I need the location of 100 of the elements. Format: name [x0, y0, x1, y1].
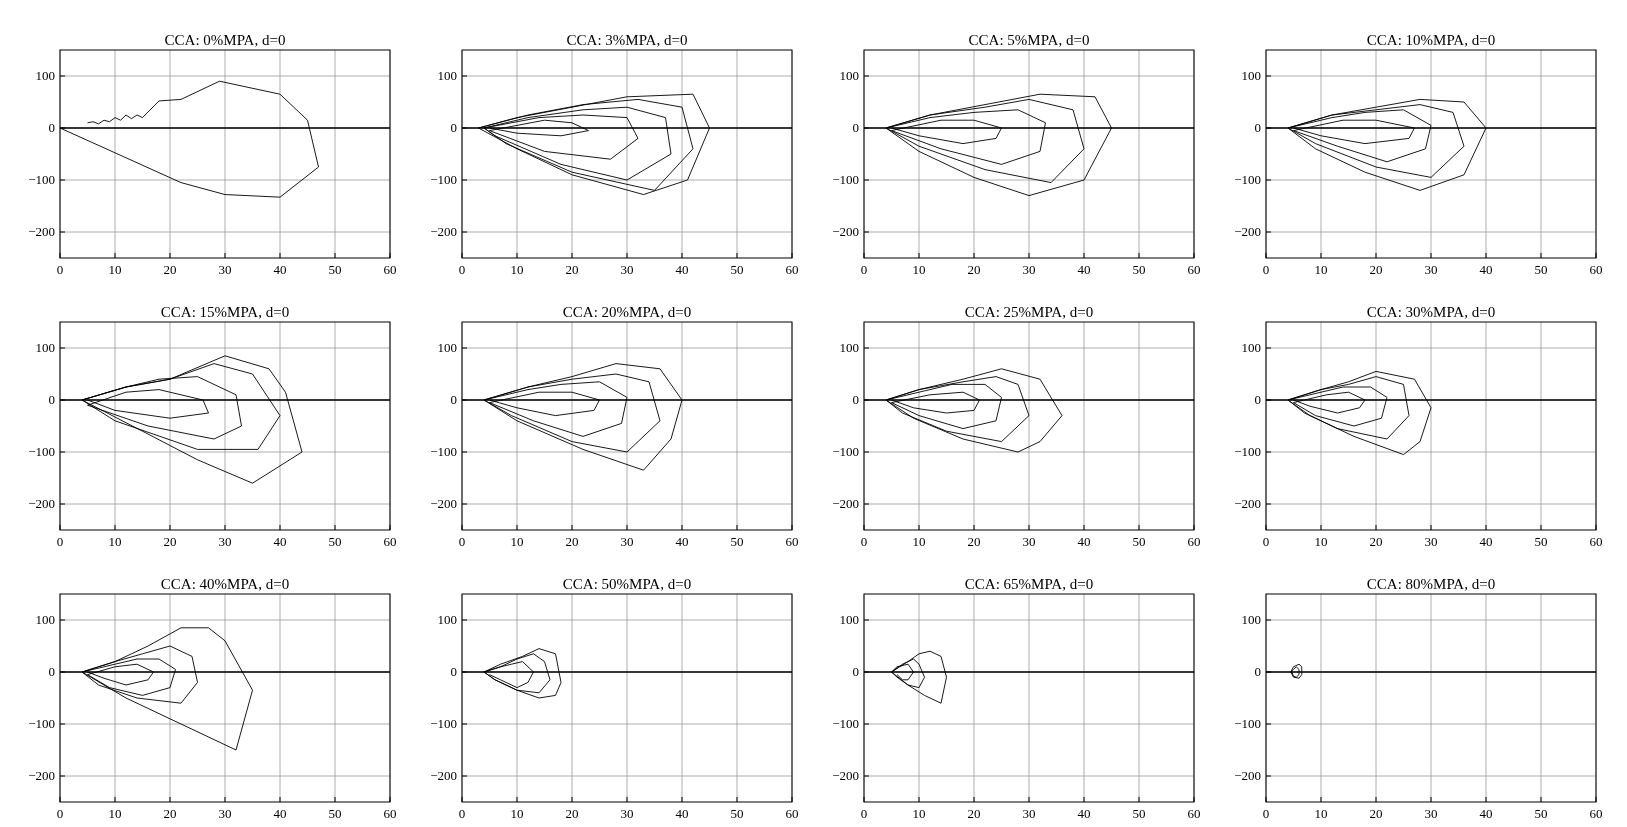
x-tick-label: 30: [620, 534, 634, 549]
x-tick-label: 10: [108, 262, 122, 277]
chart-title: CCA: 15%MPA, d=0: [160, 304, 290, 320]
y-tick-label: 100: [839, 68, 859, 83]
y-tick-label: 0: [48, 392, 55, 407]
y-tick-label: 100: [1241, 68, 1261, 83]
x-tick-label: 60: [785, 262, 799, 277]
x-tick-label: 20: [1369, 534, 1383, 549]
x-tick-label: 20: [565, 534, 579, 549]
x-tick-label: 20: [967, 806, 981, 821]
x-tick-label: 10: [1314, 806, 1328, 821]
y-tick-label: 0: [450, 664, 457, 679]
x-tick-label: 40: [675, 534, 689, 549]
x-tick-label: 60: [383, 534, 397, 549]
x-tick-label: 40: [273, 262, 287, 277]
x-tick-label: 30: [1424, 534, 1438, 549]
y-tick-label: 0: [1254, 664, 1261, 679]
x-tick-label: 50: [328, 262, 342, 277]
x-tick-label: 60: [1187, 806, 1201, 821]
y-tick-label: −200: [1234, 496, 1261, 511]
y-tick-label: 100: [437, 340, 457, 355]
x-tick-label: 30: [1022, 534, 1036, 549]
x-tick-label: 40: [675, 262, 689, 277]
x-tick-label: 60: [1187, 262, 1201, 277]
y-tick-label: 100: [839, 612, 859, 627]
chart-title: CCA: 5%MPA, d=0: [968, 32, 1090, 48]
x-tick-label: 30: [1424, 806, 1438, 821]
y-tick-label: 0: [1254, 120, 1261, 135]
x-tick-label: 10: [108, 534, 122, 549]
x-tick-label: 40: [1479, 806, 1493, 821]
x-tick-label: 10: [912, 806, 926, 821]
x-tick-label: 30: [620, 262, 634, 277]
x-tick-label: 40: [1479, 262, 1493, 277]
chart-title: CCA: 25%MPA, d=0: [964, 304, 1094, 320]
x-tick-label: 20: [1369, 262, 1383, 277]
y-tick-label: 100: [35, 612, 55, 627]
x-tick-label: 50: [1534, 534, 1548, 549]
x-tick-label: 50: [1534, 262, 1548, 277]
x-tick-label: 60: [383, 262, 397, 277]
x-tick-label: 50: [730, 262, 744, 277]
y-tick-label: −200: [832, 224, 859, 239]
x-tick-label: 30: [620, 806, 634, 821]
x-tick-label: 20: [1369, 806, 1383, 821]
x-tick-label: 60: [1589, 262, 1603, 277]
x-tick-label: 30: [218, 262, 232, 277]
y-tick-label: −200: [430, 768, 457, 783]
y-tick-label: 0: [48, 120, 55, 135]
x-tick-label: 50: [328, 534, 342, 549]
chart-title: CCA: 40%MPA, d=0: [160, 576, 290, 592]
x-tick-label: 60: [785, 806, 799, 821]
y-tick-label: 0: [852, 664, 859, 679]
y-tick-label: −100: [430, 444, 457, 459]
y-tick-label: −200: [430, 224, 457, 239]
x-tick-label: 20: [967, 534, 981, 549]
x-tick-label: 10: [108, 806, 122, 821]
x-tick-label: 10: [1314, 534, 1328, 549]
y-tick-label: −200: [1234, 768, 1261, 783]
y-tick-label: 100: [1241, 612, 1261, 627]
y-tick-label: −100: [832, 444, 859, 459]
x-tick-label: 30: [1022, 806, 1036, 821]
x-tick-label: 20: [163, 262, 177, 277]
y-tick-label: 0: [1254, 392, 1261, 407]
x-tick-label: 20: [967, 262, 981, 277]
x-tick-label: 10: [912, 262, 926, 277]
y-tick-label: −200: [28, 224, 55, 239]
x-tick-label: 40: [1479, 534, 1493, 549]
x-tick-label: 20: [163, 806, 177, 821]
x-tick-label: 30: [218, 534, 232, 549]
y-tick-label: 100: [437, 612, 457, 627]
y-tick-label: 100: [35, 340, 55, 355]
chart-title: CCA: 3%MPA, d=0: [566, 32, 688, 48]
x-tick-label: 30: [1424, 262, 1438, 277]
y-tick-label: −100: [832, 716, 859, 731]
y-tick-label: 100: [437, 68, 457, 83]
y-tick-label: −200: [832, 496, 859, 511]
y-tick-label: 100: [35, 68, 55, 83]
y-tick-label: −100: [832, 172, 859, 187]
x-tick-label: 60: [383, 806, 397, 821]
x-tick-label: 20: [565, 806, 579, 821]
y-tick-label: −200: [430, 496, 457, 511]
chart-title: CCA: 0%MPA, d=0: [164, 32, 286, 48]
x-tick-label: 40: [1077, 806, 1091, 821]
x-tick-label: 40: [273, 534, 287, 549]
y-tick-label: −200: [28, 768, 55, 783]
chart-title: CCA: 20%MPA, d=0: [562, 304, 692, 320]
x-tick-label: 60: [1589, 806, 1603, 821]
y-tick-label: −100: [1234, 172, 1261, 187]
y-tick-label: 100: [839, 340, 859, 355]
x-tick-label: 10: [912, 534, 926, 549]
y-tick-label: −100: [1234, 716, 1261, 731]
x-tick-label: 10: [510, 262, 524, 277]
y-tick-label: −200: [832, 768, 859, 783]
x-tick-label: 50: [1132, 534, 1146, 549]
x-tick-label: 50: [328, 806, 342, 821]
x-tick-label: 50: [730, 534, 744, 549]
chart-title: CCA: 30%MPA, d=0: [1366, 304, 1496, 320]
x-tick-label: 60: [1589, 534, 1603, 549]
y-tick-label: −100: [430, 716, 457, 731]
y-tick-label: −100: [28, 716, 55, 731]
x-tick-label: 20: [565, 262, 579, 277]
